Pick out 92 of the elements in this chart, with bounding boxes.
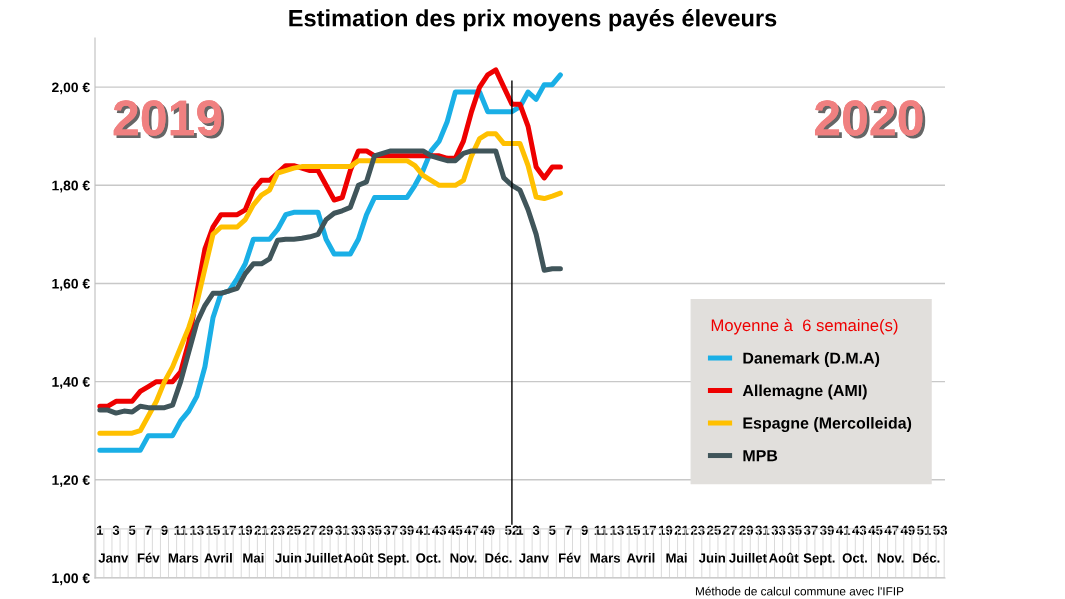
x-tick-label: 33 <box>771 525 786 535</box>
annotation: Juillet <box>304 552 343 563</box>
x-tick-label: 49 <box>480 525 495 535</box>
annotation: Mai <box>243 552 264 563</box>
y-tick-label: 1,00 € <box>52 573 90 586</box>
x-tick-label: 31 <box>335 525 350 535</box>
x-tick-label: 5 <box>128 525 136 535</box>
x-tick-label: 37 <box>803 525 818 535</box>
annotation: Janv <box>98 553 129 563</box>
annotation: Sept. <box>803 553 835 566</box>
x-tick-label: 49 <box>900 525 915 535</box>
annotation: Oct. <box>416 553 441 563</box>
annotation: Juin <box>698 552 725 563</box>
x-tick-label: 27 <box>723 525 737 535</box>
x-tick-label: 7 <box>565 525 572 535</box>
x-tick-label: 21 <box>254 525 269 535</box>
x-tick-label: 39 <box>399 525 414 535</box>
annotation: Juin <box>275 552 302 563</box>
x-tick-label: 21 <box>674 525 689 535</box>
x-tick-label: 35 <box>367 525 382 535</box>
x-tick-label: 47 <box>464 525 479 535</box>
x-tick-label: 29 <box>739 525 754 535</box>
y-tick-label: 1,60 € <box>52 278 90 291</box>
annotation: Sept. <box>377 553 409 566</box>
x-tick-label: 9 <box>161 525 168 535</box>
chart-title: Estimation des prix moyens payés éleveurs <box>289 8 777 32</box>
x-tick-label: 45 <box>868 525 883 535</box>
x-tick-label: 7 <box>145 525 152 535</box>
legend-label: MPB <box>743 450 778 462</box>
x-tick-label: 11 <box>174 525 188 535</box>
annotation: Oct. <box>842 553 867 563</box>
annotation: Mars <box>590 553 621 563</box>
text: Méthode de calcul commune avec l'IFIP <box>695 586 904 596</box>
x-tick-label: 15 <box>626 525 641 535</box>
x-tick-label: 41 <box>836 525 851 535</box>
x-tick-label: 17 <box>222 525 236 535</box>
annotation: Fév <box>137 552 160 563</box>
x-tick-label: 13 <box>190 525 204 535</box>
annotation: Mars <box>168 553 199 563</box>
legend-label: Allemagne (AMI) <box>742 384 867 400</box>
x-tick-label: 23 <box>690 525 705 535</box>
x-tick-label: 19 <box>238 525 253 535</box>
x-tick-label: 52 <box>504 525 519 535</box>
x-tick-label: 5 <box>549 525 556 535</box>
legend-label: Danemark (D.M.A) <box>743 352 880 367</box>
x-tick-label: 3 <box>112 525 120 535</box>
x-tick-label: 25 <box>286 525 301 535</box>
annotation: Nov. <box>450 553 477 563</box>
x-tick-label: 45 <box>448 525 463 535</box>
x-tick-label: 3 <box>532 525 540 535</box>
legend-label: Espagne (Mercolleida) <box>743 417 912 432</box>
x-tick-label: 15 <box>206 525 220 535</box>
x-tick-label: 27 <box>303 525 317 535</box>
x-tick-label: 41 <box>415 525 431 535</box>
x-tick-label: 11 <box>594 525 608 535</box>
x-tick-label: 19 <box>658 525 673 535</box>
x-tick-label: 17 <box>642 525 657 535</box>
x-tick-label: 31 <box>755 525 770 535</box>
y-tick-label: 1,40 € <box>52 376 90 389</box>
annotation: Juillet <box>729 552 767 563</box>
x-tick-label: 25 <box>707 525 721 535</box>
x-tick-label: 33 <box>351 525 366 535</box>
y-tick-label: 1,80 € <box>52 180 90 193</box>
annotation: Nov. <box>877 553 904 563</box>
annotation: Janv <box>518 553 549 563</box>
annotation: 2020 <box>814 100 926 139</box>
x-tick-label: 1 <box>517 525 524 535</box>
x-tick-label: 47 <box>884 525 899 535</box>
x-tick-label: 51 <box>917 525 931 535</box>
x-tick-label: 39 <box>820 525 834 535</box>
x-tick-label: 1 <box>97 525 104 535</box>
annotation: Août <box>768 552 799 563</box>
y-tick-label: 2,00 € <box>52 82 90 95</box>
annotation: Déc. <box>913 552 940 563</box>
legend-title: Moyenne à 6 semaine(s) <box>711 318 898 335</box>
x-tick-label: 43 <box>852 525 867 535</box>
x-tick-label: 23 <box>270 525 285 535</box>
annotation: Avril <box>626 552 655 563</box>
x-tick-label: 53 <box>933 525 948 535</box>
x-tick-label: 35 <box>787 525 802 535</box>
annotation: Fév <box>559 552 581 563</box>
x-tick-label: 29 <box>319 525 333 535</box>
y-tick-label: 1,20 € <box>52 475 90 487</box>
annotation: Août <box>343 552 374 563</box>
annotation: Déc. <box>485 552 512 563</box>
x-tick-label: 13 <box>610 525 624 535</box>
annotation: 2019 <box>113 100 225 139</box>
annotation: Avril <box>204 552 232 563</box>
x-tick-label: 43 <box>432 525 447 535</box>
annotation: Mai <box>666 552 687 563</box>
x-tick-label: 9 <box>581 525 588 535</box>
x-tick-label: 37 <box>383 525 398 535</box>
